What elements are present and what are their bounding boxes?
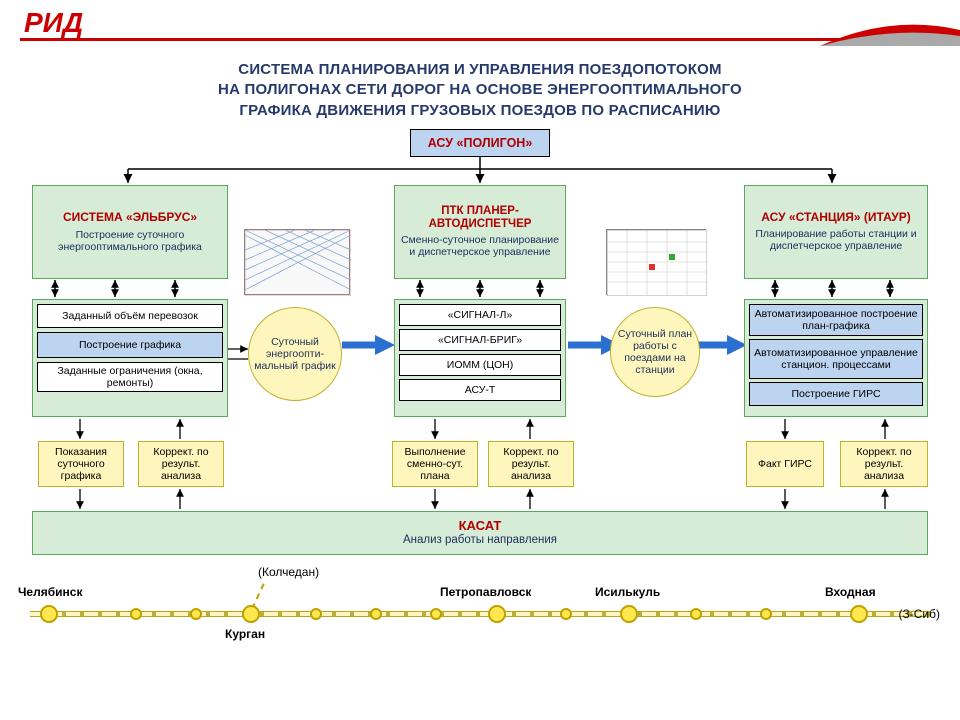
col1-header: СИСТЕМА «ЭЛЬБРУС» Построение суточного э… [32, 185, 228, 279]
circle-2: Суточный план работы с поездами на станц… [610, 307, 700, 397]
col3-desc: Планирование работы станции и диспетчерс… [749, 228, 923, 252]
rail-diagram: (Колчедан) (З-Сиб) ЧелябинскКурганПетроп… [20, 569, 940, 639]
svg-text:РИД: РИД [24, 7, 83, 38]
col2-desc: Сменно-суточное планирование и диспетчер… [399, 234, 561, 258]
rail-stop [310, 608, 322, 620]
label: АСУ «ПОЛИГОН» [415, 136, 545, 150]
col3-title: АСУ «СТАНЦИЯ» (ИТАУР) [749, 211, 923, 225]
box-asu-poligon: АСУ «ПОЛИГОН» [410, 129, 550, 157]
table-thumb [606, 229, 706, 295]
col3-out1: Факт ГИРС [746, 441, 824, 487]
diagram-canvas: АСУ «ПОЛИГОН» СИСТЕМА «ЭЛЬБРУС» Построен… [20, 129, 940, 659]
header-swoosh [820, 22, 960, 46]
col2-panel: «СИГНАЛ-Л» «СИГНАЛ-БРИГ» ИОММ (ЦОН) АСУ-… [394, 299, 566, 417]
rail-stop [370, 608, 382, 620]
kasat-title: КАСАТ [37, 519, 923, 534]
col2-out2: Коррект. по результ. анализа [488, 441, 574, 487]
rail-stop-label: Петропавловск [440, 585, 531, 599]
col2-out1: Выполнение сменно-сут. плана [392, 441, 478, 487]
rail-stop [620, 605, 638, 623]
header-rule [20, 38, 940, 41]
rail-stop [690, 608, 702, 620]
col2-header: ПТК ПЛАНЕР-АВТОДИСПЕТЧЕР Сменно-суточное… [394, 185, 566, 279]
col2-r1: «СИГНАЛ-Л» [399, 304, 561, 326]
col2-r2: «СИГНАЛ-БРИГ» [399, 329, 561, 351]
rzd-logo: РИД [24, 6, 120, 38]
chart-thumb-1 [244, 229, 350, 295]
col1-panel: Заданный объём перевозок Построение граф… [32, 299, 228, 417]
circle-1: Суточный энергоопти-мальный график [248, 307, 342, 401]
rail-line [30, 611, 930, 617]
col3-header: АСУ «СТАНЦИЯ» (ИТАУР) Планирование работ… [744, 185, 928, 279]
col1-r1: Заданный объём перевозок [37, 304, 223, 328]
col3-r1: Автоматизированное построение план-графи… [749, 304, 923, 336]
col2-title: ПТК ПЛАНЕР-АВТОДИСПЕТЧЕР [399, 205, 561, 231]
col1-out1: Показания суточного графика [38, 441, 124, 487]
rail-stop [560, 608, 572, 620]
rail-stop [760, 608, 772, 620]
col3-r3: Построение ГИРС [749, 382, 923, 406]
rail-stop [242, 605, 260, 623]
end-label: (З-Сиб) [899, 607, 940, 621]
col1-r3: Заданные ограничения (окна, ремонты) [37, 362, 223, 392]
rail-stop-label: Исилькуль [595, 585, 660, 599]
col1-title: СИСТЕМА «ЭЛЬБРУС» [37, 211, 223, 225]
kasat-box: КАСАТ Анализ работы направления [32, 511, 928, 555]
rail-stop [130, 608, 142, 620]
rail-stop-label: Курган [225, 627, 265, 641]
rail-stop [850, 605, 868, 623]
rail-stop-label: Челябинск [18, 585, 82, 599]
kasat-sub: Анализ работы направления [37, 534, 923, 547]
rail-stop [430, 608, 442, 620]
col3-out2: Коррект. по результ. анализа [840, 441, 928, 487]
col1-out2: Коррект. по результ. анализа [138, 441, 224, 487]
branch-label: (Колчедан) [258, 565, 319, 579]
col1-r2: Построение графика [37, 332, 223, 358]
col1-desc: Построение суточного энергооптимального … [37, 229, 223, 253]
rail-stop [40, 605, 58, 623]
col3-r2: Автоматизированное управление станцион. … [749, 339, 923, 379]
col2-r4: АСУ-Т [399, 379, 561, 401]
rail-stop-label: Входная [825, 585, 876, 599]
header: РИД [0, 0, 960, 48]
col3-panel: Автоматизированное построение план-графи… [744, 299, 928, 417]
rail-stop [488, 605, 506, 623]
rail-stop [190, 608, 202, 620]
col2-r3: ИОММ (ЦОН) [399, 354, 561, 376]
page-title: СИСТЕМА ПЛАНИРОВАНИЯ И УПРАВЛЕНИЯ ПОЕЗДО… [0, 48, 960, 129]
